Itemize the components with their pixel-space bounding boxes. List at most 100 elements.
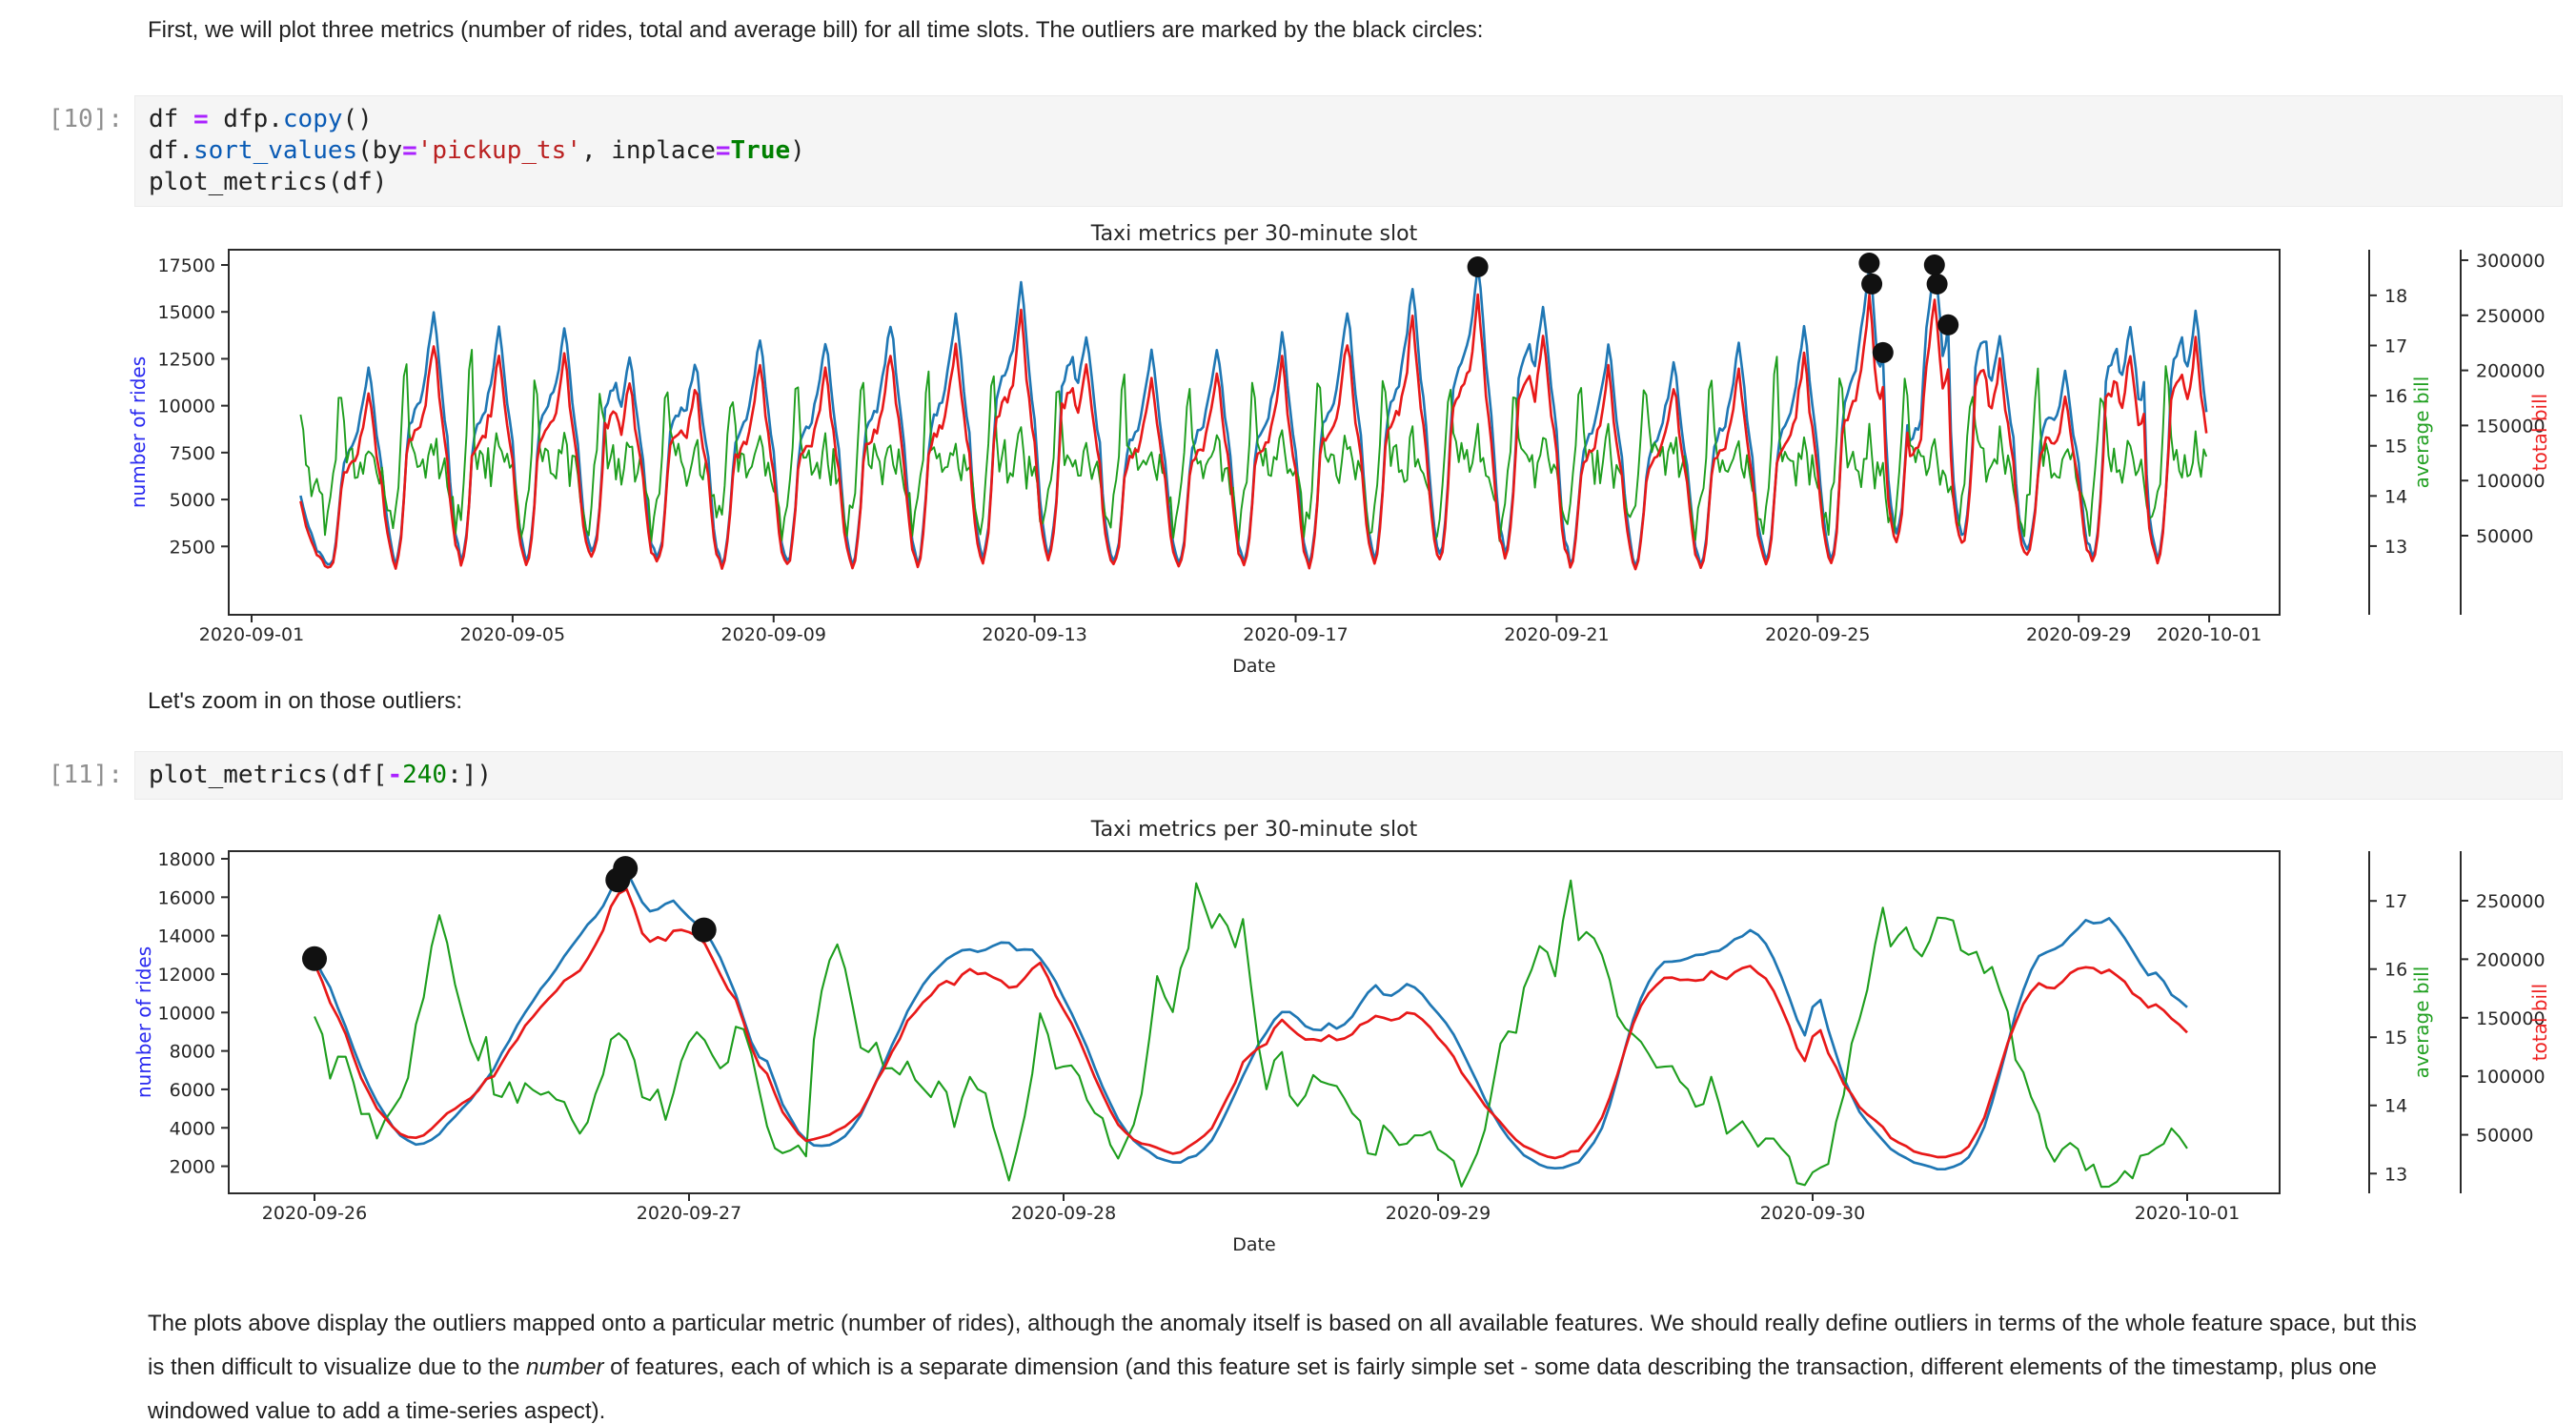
svg-text:2020-09-29: 2020-09-29 [2026, 624, 2131, 645]
discussion-text: of features, each of which is a separate… [148, 1354, 2378, 1424]
svg-text:18000: 18000 [158, 849, 215, 870]
svg-text:17: 17 [2384, 336, 2407, 356]
code-cell-11: [11]: plot_metrics(df[-240:]) [0, 751, 2576, 800]
svg-text:15: 15 [2384, 437, 2407, 458]
svg-text:2020-09-30: 2020-09-30 [1760, 1203, 1865, 1224]
svg-text:total bill: total bill [2528, 394, 2551, 471]
markdown-cell-zoom: Let's zoom in on those outliers: [148, 688, 463, 714]
svg-text:14000: 14000 [158, 926, 215, 947]
svg-text:10000: 10000 [158, 397, 215, 417]
svg-text:5000: 5000 [170, 490, 215, 511]
code-line: plot_metrics(df) [149, 168, 388, 196]
svg-text:2020-09-27: 2020-09-27 [637, 1203, 741, 1224]
svg-text:16: 16 [2384, 386, 2407, 407]
svg-text:250000: 250000 [2476, 891, 2546, 912]
svg-text:10000: 10000 [158, 1003, 215, 1024]
svg-text:2020-09-01: 2020-09-01 [199, 624, 304, 645]
code-editor-11[interactable]: plot_metrics(df[-240:]) [134, 751, 2563, 800]
y-axis-number-of-rides: 2500 5000 7500 10000 12500 15000 17500 [158, 255, 229, 558]
code-line: df.sort_values(by='pickup_ts', inplace=T… [149, 136, 805, 165]
outlier-circle [1861, 273, 1883, 295]
svg-text:100000: 100000 [2476, 1067, 2546, 1088]
svg-text:15: 15 [2384, 1027, 2407, 1048]
plot-frame [228, 249, 2281, 616]
outlier-circle [1937, 314, 1959, 336]
svg-text:16000: 16000 [158, 887, 215, 908]
series-number-of-rides [299, 264, 2208, 568]
svg-text:6000: 6000 [170, 1080, 215, 1101]
markdown-cell-discussion: The plots above display the outliers map… [148, 1302, 2430, 1424]
svg-text:2020-09-29: 2020-09-29 [1386, 1203, 1491, 1224]
discussion-italic-word: number [526, 1354, 604, 1380]
svg-text:150000: 150000 [2476, 1008, 2546, 1029]
svg-text:200000: 200000 [2476, 361, 2546, 382]
svg-text:14: 14 [2384, 486, 2407, 507]
svg-text:2000: 2000 [170, 1157, 215, 1178]
svg-text:2020-09-09: 2020-09-09 [721, 624, 826, 645]
code-line: plot_metrics(df[-240:]) [149, 761, 493, 789]
y-axis-number-of-rides: 2000 4000 6000 8000 10000 12000 14000 16000 1800… [158, 849, 229, 1178]
y-axis-average-bill: 13 14 15 16 17 average bill [2368, 851, 2433, 1193]
svg-text:2020-09-21: 2020-09-21 [1504, 624, 1609, 645]
outlier-circle [1923, 254, 1945, 275]
svg-text:2020-09-13: 2020-09-13 [982, 624, 1086, 645]
outlier-circle [1872, 341, 1894, 363]
svg-text:8000: 8000 [170, 1042, 215, 1063]
markdown-cell-intro: First, we will plot three metrics (numbe… [148, 17, 1484, 43]
svg-text:14: 14 [2384, 1096, 2407, 1117]
svg-text:2020-09-17: 2020-09-17 [1243, 624, 1348, 645]
x-axis-label-date: Date [1232, 1234, 1275, 1255]
svg-text:200000: 200000 [2476, 949, 2546, 970]
y-axis-total-bill: 50000 100000 150000 200000 250000 total bill [2460, 851, 2551, 1193]
chart-title: Taxi metrics per 30-minute slot [1090, 818, 1418, 842]
cell-prompt-11: [11]: [48, 761, 123, 789]
chart-output-zoomed: Taxi metrics per 30-minute slot 2000 4000 6… [132, 818, 2551, 1255]
svg-text:2020-09-05: 2020-09-05 [460, 624, 565, 645]
svg-text:2020-10-01: 2020-10-01 [2157, 624, 2262, 645]
svg-text:50000: 50000 [2476, 526, 2533, 547]
svg-text:2020-09-26: 2020-09-26 [262, 1203, 367, 1224]
y-axis-total-bill: 50000 100000 150000 200000 250000 300000 total… [2460, 250, 2551, 615]
svg-text:7500: 7500 [170, 443, 215, 464]
code-cell-10: [10]: df = dfp.copy() df.sort_values(by='… [0, 95, 2576, 207]
svg-text:average bill: average bill [2410, 966, 2433, 1079]
code-line: df = dfp.copy() [149, 105, 373, 133]
code-editor-10[interactable]: df = dfp.copy() df.sort_values(by='pickup… [134, 95, 2563, 207]
y-axis-average-bill: 13 14 15 16 17 18 average bill [2368, 250, 2433, 615]
series-total-bill [299, 293, 2208, 571]
svg-text:total bill: total bill [2528, 984, 2551, 1061]
svg-text:13: 13 [2384, 1164, 2407, 1185]
svg-text:13: 13 [2384, 537, 2407, 558]
chart-title: Taxi metrics per 30-minute slot [1090, 222, 1418, 246]
outlier-circle [1926, 274, 1948, 295]
svg-text:100000: 100000 [2476, 471, 2546, 492]
discussion-text: The plots above display the outliers map… [148, 1311, 2417, 1380]
svg-text:2020-10-01: 2020-10-01 [2135, 1203, 2240, 1224]
cell-prompt-10: [10]: [48, 105, 123, 133]
series-average-bill [314, 879, 2188, 1189]
svg-text:17: 17 [2384, 891, 2407, 912]
outlier-circle [302, 946, 327, 971]
plot-frame [228, 850, 2281, 1194]
svg-text:average bill: average bill [2410, 376, 2433, 489]
svg-text:2020-09-25: 2020-09-25 [1765, 624, 1870, 645]
y-axis-label-rides: number of rides [127, 356, 150, 508]
x-axis-dates: 2020-09-26 2020-09-27 2020-09-28 2020-09-29… [262, 1193, 2240, 1224]
svg-text:15000: 15000 [158, 302, 215, 323]
outlier-circle [613, 856, 639, 882]
svg-text:250000: 250000 [2476, 306, 2546, 327]
svg-text:4000: 4000 [170, 1118, 215, 1139]
x-axis-label-date: Date [1232, 656, 1275, 677]
svg-text:17500: 17500 [158, 255, 215, 276]
chart-output-all-slots: Taxi metrics per 30-minute slot 2500 5000 7… [127, 222, 2551, 677]
outlier-markers [302, 856, 717, 971]
svg-text:300000: 300000 [2476, 251, 2546, 272]
series-average-bill [299, 348, 2208, 542]
svg-text:50000: 50000 [2476, 1126, 2533, 1147]
svg-text:18: 18 [2384, 286, 2407, 307]
svg-text:12000: 12000 [158, 965, 215, 986]
svg-text:2020-09-28: 2020-09-28 [1011, 1203, 1116, 1224]
y-axis-label-rides: number of rides [132, 946, 155, 1098]
outlier-circle [1858, 253, 1880, 274]
